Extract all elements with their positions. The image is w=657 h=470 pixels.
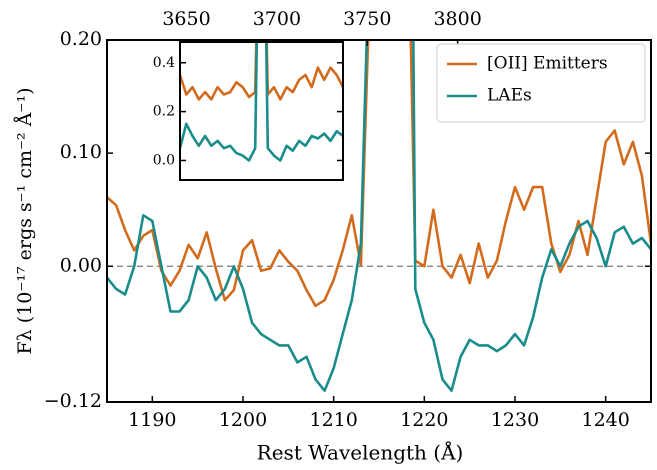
x-tick-label: 1230 <box>491 409 539 431</box>
series-line <box>180 42 343 101</box>
y-tick-label: 0.20 <box>60 28 102 50</box>
x-tick-label: 1190 <box>128 409 176 431</box>
x2-tick-label: 3800 <box>433 8 481 30</box>
series-line <box>107 40 651 308</box>
series-line <box>180 42 343 162</box>
x-tick-label: 1210 <box>309 409 357 431</box>
x2-tick-label: 3650 <box>162 8 210 30</box>
axes-frame <box>106 39 652 403</box>
x-tick-label: 1220 <box>400 409 448 431</box>
x2-tick-label: 3700 <box>253 8 301 30</box>
y-tick-label: 0.2 <box>153 104 175 120</box>
y-tick-label: 0.0 <box>153 152 175 168</box>
x-tick-label: 1200 <box>219 409 267 431</box>
legend-label: LAEs <box>487 86 532 106</box>
x-tick-label: 1240 <box>581 409 629 431</box>
plot-area <box>107 40 651 392</box>
legend-label: [OII] Emitters <box>487 54 608 74</box>
plot-area <box>180 42 343 162</box>
legend-box <box>436 43 646 123</box>
y-axis-label: Fλ (10⁻¹⁷ ergs s⁻¹ cm⁻² Å⁻¹) <box>14 88 36 355</box>
x-axis-label: Rest Wavelength (Å) <box>257 440 464 465</box>
y-tick-label: −0.12 <box>44 390 102 412</box>
y-tick-label: 0.10 <box>60 141 102 163</box>
x2-tick-label: 3750 <box>343 8 391 30</box>
y-tick-label: 0.4 <box>153 55 175 71</box>
y-tick-label: 0.00 <box>60 254 102 276</box>
series-line <box>107 40 651 392</box>
